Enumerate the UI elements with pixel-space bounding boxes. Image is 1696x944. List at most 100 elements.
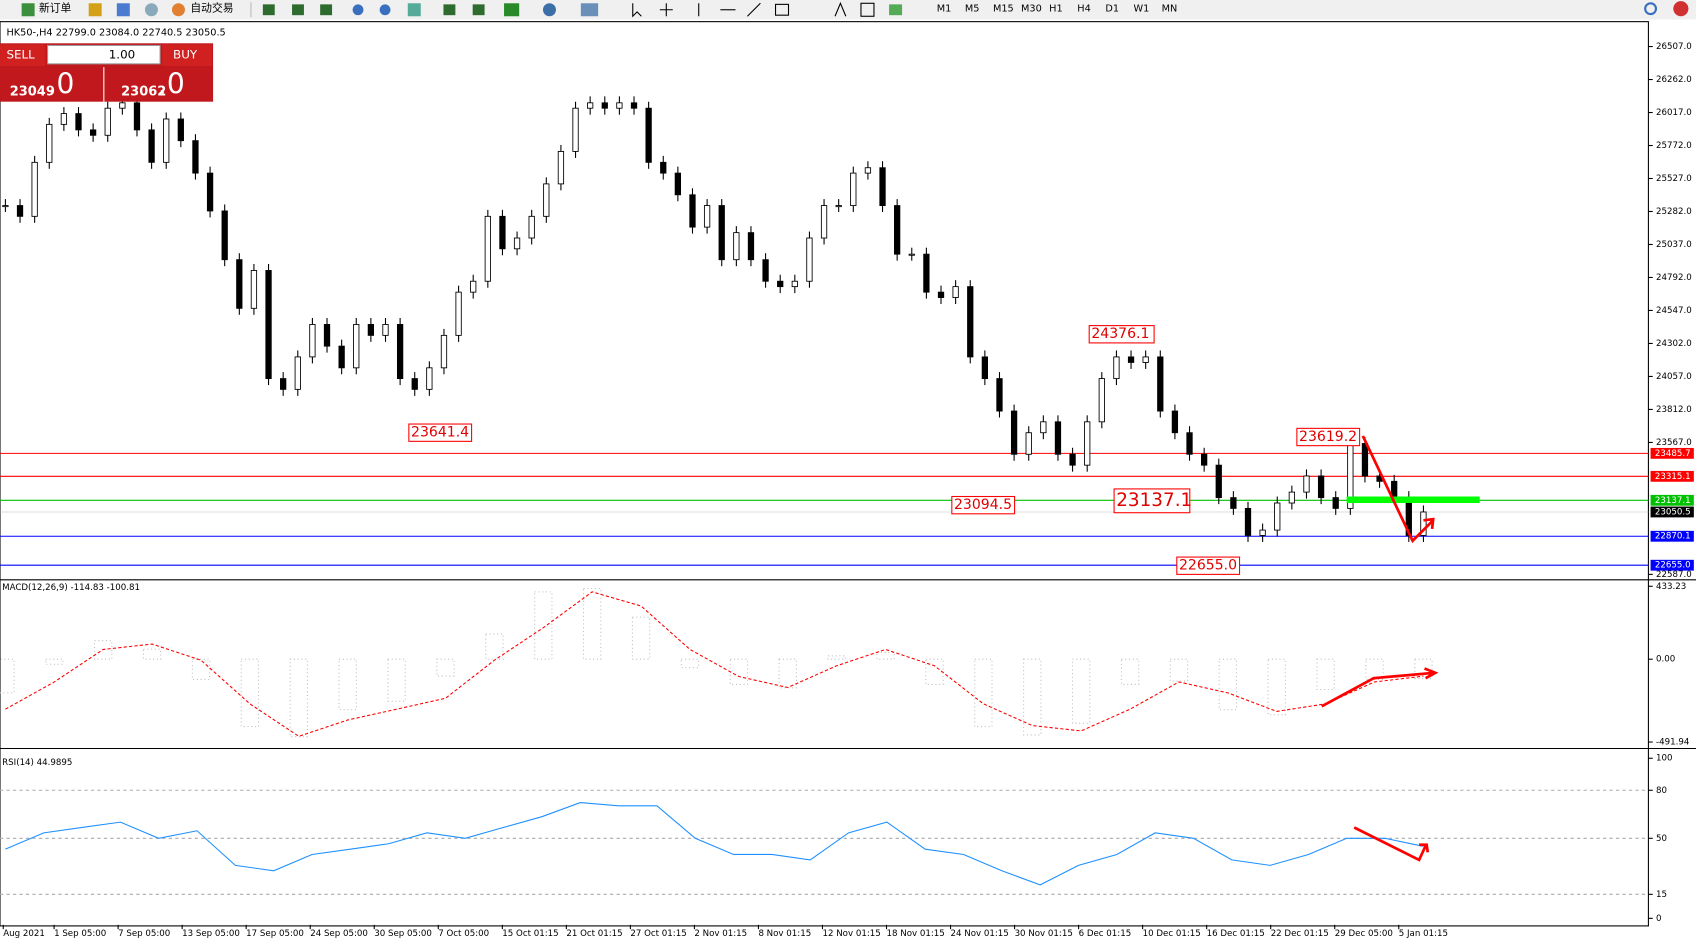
candle	[499, 215, 506, 250]
price-level-label: 22655.0	[1655, 561, 1691, 571]
timeframe-button[interactable]: M30	[1021, 4, 1042, 15]
timeframe-button[interactable]: M5	[965, 4, 980, 15]
candle	[820, 205, 828, 239]
candle	[396, 324, 404, 380]
candle	[177, 118, 184, 142]
candle	[16, 205, 24, 217]
zoom-out-icon[interactable]	[379, 4, 391, 16]
rsi-line	[5, 802, 1424, 886]
bar-chart-icon[interactable]	[262, 4, 275, 16]
candle	[1069, 453, 1076, 466]
candle	[952, 286, 959, 298]
shift-icon[interactable]	[472, 4, 485, 16]
y-tick-label: 25282.0	[1656, 207, 1692, 217]
candle	[89, 129, 97, 136]
auto-trading-icon[interactable]	[171, 3, 185, 17]
y-tick-label: 50	[1656, 834, 1667, 844]
candle	[280, 378, 287, 390]
candle-chart-icon[interactable]	[292, 4, 304, 16]
candle	[75, 113, 82, 131]
candle	[1420, 511, 1427, 536]
x-tick-label: 29 Dec 05:00	[1335, 929, 1393, 939]
lot-value[interactable]: 1.00	[109, 48, 135, 62]
candle	[601, 102, 608, 109]
candle	[1127, 356, 1135, 363]
candle	[484, 215, 491, 282]
timeframe-button[interactable]: D1	[1105, 4, 1119, 15]
search-icon[interactable]	[1644, 2, 1658, 16]
buy-price-frac[interactable]: .0	[158, 67, 185, 100]
toolbar-icon[interactable]	[88, 3, 102, 17]
price-level-box	[1650, 470, 1694, 482]
candle	[1274, 502, 1281, 531]
timeframe-button[interactable]: W1	[1134, 4, 1150, 15]
candle	[1288, 491, 1295, 504]
macd-bar	[534, 591, 553, 660]
periods-icon[interactable]	[542, 3, 556, 17]
candle	[616, 102, 623, 109]
sell-price[interactable]: 23049	[10, 84, 55, 99]
candle	[1244, 507, 1252, 536]
new-order-icon[interactable]	[21, 3, 35, 17]
candle	[981, 356, 989, 380]
sell-label[interactable]: SELL	[6, 48, 35, 62]
buy-button[interactable]	[162, 44, 212, 67]
auto-trading-button[interactable]: 自动交易	[190, 1, 233, 15]
lot-input[interactable]	[47, 44, 161, 65]
candle	[309, 324, 316, 358]
y-tick-label: 25772.0	[1656, 141, 1692, 151]
zoom-in-icon[interactable]	[352, 4, 364, 16]
trendline-tool[interactable]	[747, 2, 761, 17]
candle	[1303, 475, 1310, 493]
candle	[894, 205, 901, 255]
buy-price[interactable]: 23062	[121, 84, 166, 99]
rsi-arrow	[1353, 826, 1430, 862]
price-level-label: 23485.7	[1655, 449, 1691, 459]
timeframe-button[interactable]: MN	[1162, 4, 1178, 15]
candle	[1201, 453, 1208, 466]
macd-bar	[240, 658, 260, 728]
new-order-button[interactable]: 新订单	[39, 1, 72, 15]
macd-bar	[191, 658, 211, 680]
toolbar-icon[interactable]	[144, 3, 158, 17]
scroll-icon[interactable]	[443, 4, 456, 16]
macd-bar	[876, 651, 895, 660]
macd-bar	[1071, 658, 1091, 724]
candle	[104, 107, 111, 136]
timeframe-button[interactable]: M1	[937, 4, 952, 15]
buy-label[interactable]: BUY	[173, 48, 198, 62]
templates-icon[interactable]	[580, 3, 599, 17]
candle	[587, 102, 594, 109]
timeframe-button[interactable]: H4	[1077, 4, 1091, 15]
timeframe-button[interactable]: H1	[1049, 4, 1063, 15]
macd-bar	[1169, 658, 1189, 682]
y-tick-label: 24302.0	[1656, 339, 1692, 349]
toolbar-icon[interactable]	[116, 3, 130, 17]
channel-tool[interactable]	[774, 3, 790, 16]
sell-price-frac[interactable]: .0	[48, 67, 75, 100]
candle	[470, 280, 477, 293]
macd-bar	[925, 658, 944, 686]
macd-bar	[631, 616, 651, 660]
arrow-tool[interactable]	[889, 4, 903, 16]
macd-bar	[1414, 658, 1433, 680]
notification-badge[interactable]	[1673, 1, 1689, 17]
candle	[148, 129, 155, 163]
crosshair-tool[interactable]	[659, 3, 673, 17]
x-tick-label: 15 Oct 01:15	[502, 929, 558, 939]
y-tick-label: 100	[1656, 754, 1673, 764]
price-annotation-box	[1113, 488, 1191, 514]
y-tick-label: 26017.0	[1656, 108, 1692, 118]
candle	[1171, 410, 1179, 434]
text-tool[interactable]	[834, 1, 847, 17]
label-tool[interactable]	[860, 2, 875, 17]
timeframe-button[interactable]: M15	[993, 4, 1014, 15]
candle	[367, 324, 375, 336]
line-chart-icon[interactable]	[320, 4, 333, 16]
tile-icon[interactable]	[407, 3, 421, 17]
sell-button[interactable]	[0, 44, 46, 67]
cursor-tool[interactable]	[632, 3, 642, 18]
candle	[908, 253, 915, 256]
indicators-icon[interactable]	[504, 3, 520, 17]
